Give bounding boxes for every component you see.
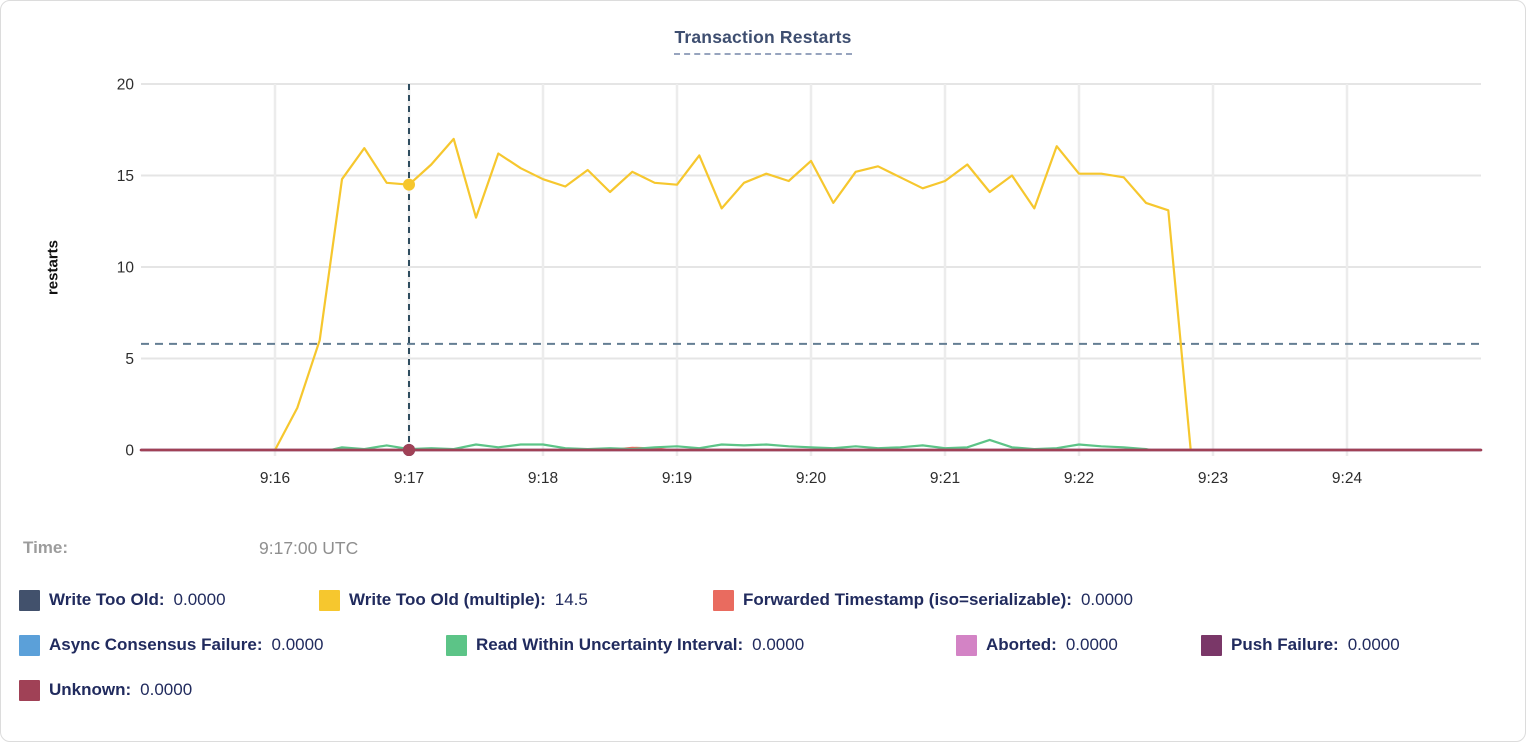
- legend-value: 0.0000: [1065, 635, 1118, 654]
- hover-dot-write-too-old-multiple: [403, 178, 415, 191]
- legend-row: Write Too Old: 0.0000 Write Too Old (multi…: [1, 589, 1525, 613]
- legend-value: 0.0000: [140, 680, 193, 699]
- legend-label: Write Too Old (multiple):: [349, 590, 546, 609]
- legend-item-push-failure: Push Failure: 0.0000: [1201, 634, 1400, 656]
- y-tick-label: 0: [125, 443, 134, 460]
- chart-title-wrap: Transaction Restarts: [1, 27, 1525, 55]
- legend-item-forwarded-timestamp-iso-serializable: Forwarded Timestamp (iso=serializable): 0…: [713, 589, 1133, 611]
- y-tick-label: 15: [117, 168, 134, 185]
- y-tick-label: 5: [125, 351, 134, 368]
- legend-label: Forwarded Timestamp (iso=serializable):: [743, 590, 1072, 609]
- legend-value: 0.0000: [752, 635, 805, 654]
- legend-value: 0.0000: [271, 635, 324, 654]
- x-tick-label: 9:24: [1332, 470, 1363, 487]
- legend-swatch-unknown: [19, 679, 40, 701]
- x-tick-label: 9:18: [528, 470, 558, 487]
- x-tick-label: 9:22: [1064, 470, 1094, 487]
- legend-swatch-push-failure: [1201, 634, 1222, 656]
- x-tick-label: 9:17: [394, 470, 424, 487]
- series-line-read-within-uncertainty-interval: [329, 438, 1152, 452]
- legend-label: Push Failure:: [1231, 635, 1339, 654]
- x-tick-label: 9:21: [930, 470, 960, 487]
- legend-item-aborted: Aborted: 0.0000: [956, 634, 1118, 656]
- legend-swatch-forwarded-timestamp-iso-serializable: [713, 589, 734, 611]
- chart-canvas[interactable]: 0 5 10 15 20 9:16 9:17 9:18 9:19 9:20 9:21 9:22 9:23…: [1, 1, 1526, 513]
- x-tick-label: 9:16: [260, 470, 290, 487]
- legend-item-unknown: Unknown: 0.0000: [19, 679, 192, 701]
- hover-time-row: Time: 9:17:00 UTC: [1, 538, 1525, 562]
- hover-time-value: 9:17:00 UTC: [259, 538, 359, 558]
- legend-label: Read Within Uncertainty Interval:: [476, 635, 744, 654]
- hover-time-label: Time:: [23, 538, 69, 557]
- legend-value: 0.0000: [1347, 635, 1400, 654]
- legend-label: Unknown:: [49, 680, 132, 699]
- series-line-write-too-old-multiple: [273, 137, 1192, 452]
- x-tick-label: 9:23: [1198, 470, 1228, 487]
- legend-item-async-consensus-failure: Async Consensus Failure: 0.0000: [19, 634, 324, 656]
- x-tick-label: 9:20: [796, 470, 827, 487]
- legend-value: 14.5: [554, 590, 588, 609]
- legend-row: Unknown: 0.0000: [1, 679, 1525, 703]
- legend-label: Async Consensus Failure:: [49, 635, 263, 654]
- legend-label: Write Too Old:: [49, 590, 165, 609]
- legend-value: 0.0000: [1080, 590, 1133, 609]
- legend-label: Aborted:: [986, 635, 1057, 654]
- x-tick-label: 9:19: [662, 470, 692, 487]
- legend-item-write-too-old-multiple: Write Too Old (multiple): 14.5: [319, 589, 588, 611]
- legend-item-read-within-uncertainty-interval: Read Within Uncertainty Interval: 0.0000: [446, 634, 804, 656]
- legend-swatch-read-within-uncertainty-interval: [446, 634, 467, 656]
- legend-value: 0.0000: [173, 590, 226, 609]
- hover-dot-unknown: [403, 444, 415, 456]
- legend-swatch-async-consensus-failure: [19, 634, 40, 656]
- y-tick-label: 10: [117, 260, 135, 277]
- y-tick-label: 20: [117, 77, 135, 94]
- legend-swatch-write-too-old-multiple: [319, 589, 340, 611]
- legend-swatch-aborted: [956, 634, 977, 656]
- legend-item-write-too-old: Write Too Old: 0.0000: [19, 589, 226, 611]
- legend-swatch-write-too-old: [19, 589, 40, 611]
- legend-row: Async Consensus Failure: 0.0000 Read Withi…: [1, 634, 1525, 658]
- chart-title[interactable]: Transaction Restarts: [674, 27, 852, 55]
